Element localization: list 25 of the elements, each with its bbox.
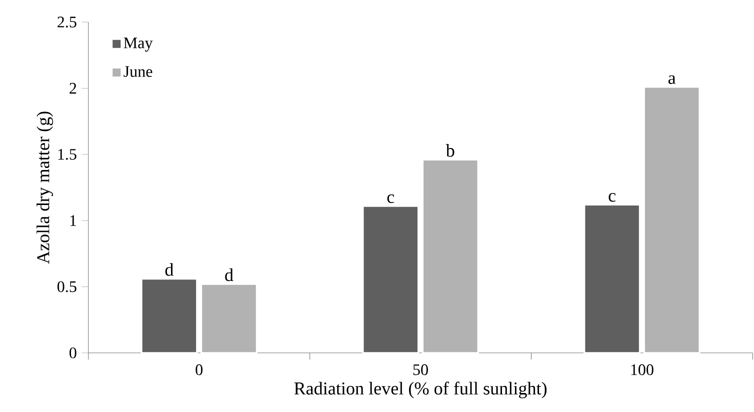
bar [200,283,258,354]
y-tick-label: 1 [70,215,76,226]
y-tick-label: 0.5 [57,281,76,292]
bar [584,204,641,354]
y-tick-label: 1.5 [58,149,76,160]
bar [362,205,420,354]
x-axis-title: Radiation level (% of full sunlight) [294,382,547,398]
legend-label: June [124,66,152,78]
x-tick-label: 100 [631,364,654,376]
y-tick-label: 2 [70,83,76,94]
bar [140,278,198,354]
annotation: a [668,75,676,84]
annotation: c [387,194,394,204]
bar [643,86,700,354]
y-axis-title: Azolla dry matter (g) [36,112,54,264]
y-tick-label: 2.5 [58,16,76,28]
x-tick-label: 0 [196,364,202,376]
bar [422,158,479,354]
legend-label: May [124,38,153,52]
annotation: d [165,263,174,276]
annotation: b [446,144,454,157]
annotation: c [608,193,616,202]
x-tick-label: 50 [413,364,428,376]
annotation: d [225,268,234,282]
y-tick-label: 0 [70,348,76,358]
